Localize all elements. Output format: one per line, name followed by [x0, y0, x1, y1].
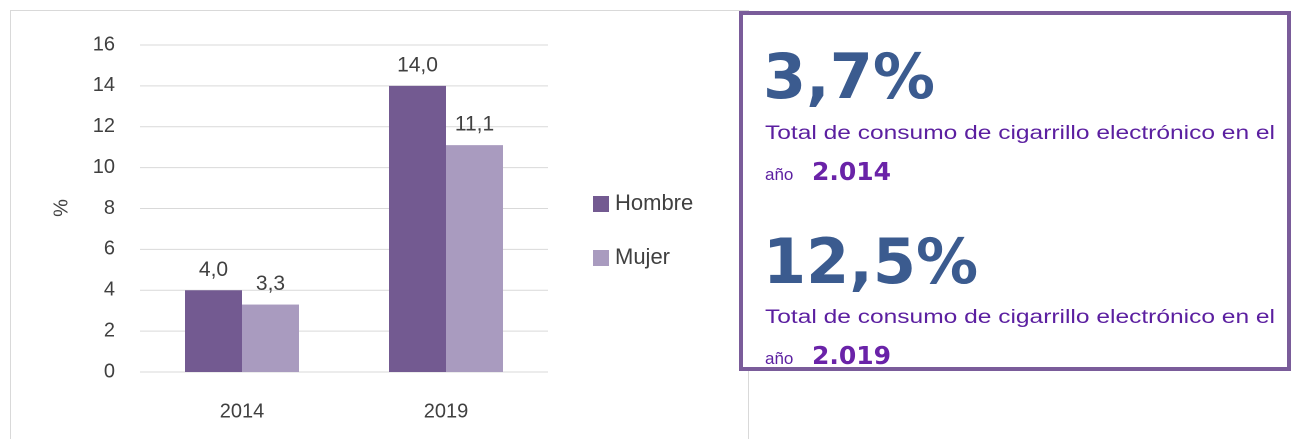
data-label: 4,0: [199, 258, 228, 281]
y-tick-label: 6: [104, 238, 115, 260]
y-tick-label: 8: [104, 197, 115, 219]
legend-swatch: [593, 196, 609, 212]
bar: [242, 304, 299, 372]
stat-percent: 12,5%: [763, 225, 978, 298]
data-label: 11,1: [455, 113, 494, 136]
y-axis-label: %: [50, 199, 72, 217]
y-tick-label: 12: [93, 115, 115, 137]
x-tick-label: 2019: [424, 400, 469, 422]
bar: [185, 290, 242, 372]
y-tick-label: 4: [104, 279, 115, 301]
data-label: 14,0: [397, 53, 438, 76]
stat-percent: 3,7%: [763, 40, 935, 113]
data-label: 3,3: [256, 272, 285, 295]
legend-label: Mujer: [615, 244, 670, 269]
legend-label: Hombre: [615, 190, 693, 215]
stat-year-prefix: año: [765, 349, 793, 368]
y-tick-label: 16: [93, 33, 115, 55]
y-tick-label: 2: [104, 319, 115, 341]
stat-year: 2.014: [812, 157, 891, 186]
stat-description: Total de consumo de cigarrillo electróni…: [765, 307, 1275, 328]
stat-year: 2.019: [812, 341, 891, 370]
bar: [446, 145, 503, 372]
y-tick-label: 0: [104, 360, 115, 382]
chart-frame: [10, 10, 749, 444]
bar: [389, 85, 446, 372]
stat-year-prefix: año: [765, 165, 793, 184]
stats-panel: [739, 11, 1291, 371]
y-tick-label: 10: [93, 156, 115, 178]
x-tick-label: 2014: [220, 400, 265, 422]
legend-swatch: [593, 250, 609, 266]
y-tick-label: 14: [93, 74, 115, 96]
stat-description: Total de consumo de cigarrillo electróni…: [765, 123, 1275, 144]
